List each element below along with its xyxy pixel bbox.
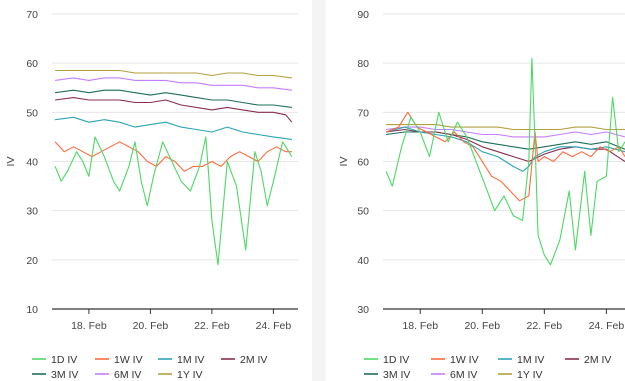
- legend-item[interactable]: 1Y IV: [158, 369, 203, 381]
- y-tick-label: 30: [26, 206, 38, 218]
- legend-label: 1W IV: [114, 354, 143, 366]
- x-tick-label: 22. Feb: [527, 320, 563, 332]
- series-line-6m-iv: [386, 126, 625, 138]
- x-tick-label: 22. Feb: [194, 320, 230, 332]
- legend-label: 6M IV: [114, 369, 141, 381]
- y-tick-label: 50: [357, 206, 369, 218]
- legend-label: 1D IV: [383, 354, 409, 366]
- x-tick-label: 20. Feb: [464, 320, 500, 332]
- y-tick-label: 90: [357, 9, 369, 21]
- series-line-1m-iv: [55, 116, 292, 140]
- chart-right: 30 40 50 60 70 80 90 IV 18. Feb 20. Feb 22. Feb 24.…: [338, 9, 625, 381]
- y-tick-label: 60: [357, 157, 369, 169]
- legend-item[interactable]: 1W IV: [95, 354, 143, 366]
- legend-item[interactable]: 3M IV: [32, 369, 78, 381]
- legend-item[interactable]: 1D IV: [364, 354, 409, 366]
- series-group: [54, 69, 293, 266]
- series-line-1d-iv: [385, 57, 625, 266]
- legend-label: 3M IV: [51, 369, 78, 381]
- legend-label: 6M IV: [450, 369, 477, 381]
- legend-item[interactable]: 2M IV: [565, 354, 611, 366]
- chart-panel-right: 30 40 50 60 70 80 90 IV 18. Feb 20. Feb 22. Feb 24.…: [326, 0, 625, 381]
- y-tick-label: 20: [26, 255, 38, 267]
- legend-label: 1W IV: [450, 354, 479, 366]
- series-group: [385, 57, 625, 266]
- y-tick-label: 70: [357, 107, 369, 119]
- legend-label: 2M IV: [584, 354, 611, 366]
- legend-item[interactable]: 1M IV: [158, 354, 204, 366]
- y-axis-title: IV: [5, 157, 17, 167]
- series-line-6m-iv: [55, 77, 292, 91]
- chart-panel-left: 10 20 30 40 50 60 70 IV 18. Feb 20. Feb 22. Feb 24.…: [0, 0, 312, 381]
- legend-label: 1M IV: [177, 354, 204, 366]
- legend-item[interactable]: 2M IV: [221, 354, 267, 366]
- y-tick-label: 40: [26, 157, 38, 169]
- legend-label: 1Y IV: [177, 369, 203, 381]
- series-line-1w-iv: [385, 111, 625, 202]
- legend-item[interactable]: 3M IV: [364, 369, 410, 381]
- legend-label: 2M IV: [240, 354, 267, 366]
- chart-left: 10 20 30 40 50 60 70 IV 18. Feb 20. Feb 22. Feb 24.…: [5, 9, 298, 381]
- y-tick-label: 70: [26, 9, 38, 21]
- legend-label: 1M IV: [517, 354, 544, 366]
- legend-item[interactable]: 1M IV: [498, 354, 544, 366]
- y-axis-title: IV: [338, 157, 350, 167]
- legend-item[interactable]: 1W IV: [431, 354, 479, 366]
- legend-item[interactable]: 6M IV: [431, 369, 477, 381]
- x-tick-label: 24. Feb: [256, 320, 292, 332]
- series-line-1w-iv: [54, 141, 292, 172]
- legend-label: 1D IV: [51, 354, 77, 366]
- legend-item[interactable]: 1Y IV: [498, 369, 543, 381]
- y-tick-label: 30: [357, 304, 369, 316]
- y-tick-label: 40: [357, 255, 369, 267]
- y-tick-label: 10: [26, 304, 38, 316]
- legend-label: 1Y IV: [517, 369, 543, 381]
- x-tick-label: 18. Feb: [71, 320, 107, 332]
- x-tick-label: 20. Feb: [133, 320, 169, 332]
- series-line-1d-iv: [54, 136, 293, 266]
- series-line-1m-iv: [385, 126, 625, 172]
- legend-item[interactable]: 1D IV: [32, 354, 77, 366]
- x-tick-label: 18. Feb: [402, 320, 438, 332]
- series-line-2m-iv: [55, 97, 293, 123]
- y-tick-label: 60: [26, 58, 38, 70]
- legend-label: 3M IV: [383, 369, 410, 381]
- x-tick-label: 24. Feb: [589, 320, 625, 332]
- y-tick-label: 50: [26, 107, 38, 119]
- legend-item[interactable]: 6M IV: [95, 369, 141, 381]
- series-line-1y-iv: [55, 69, 292, 79]
- series-line-1y-iv: [386, 124, 625, 131]
- series-line-3m-iv: [55, 89, 292, 108]
- y-tick-label: 80: [357, 58, 369, 70]
